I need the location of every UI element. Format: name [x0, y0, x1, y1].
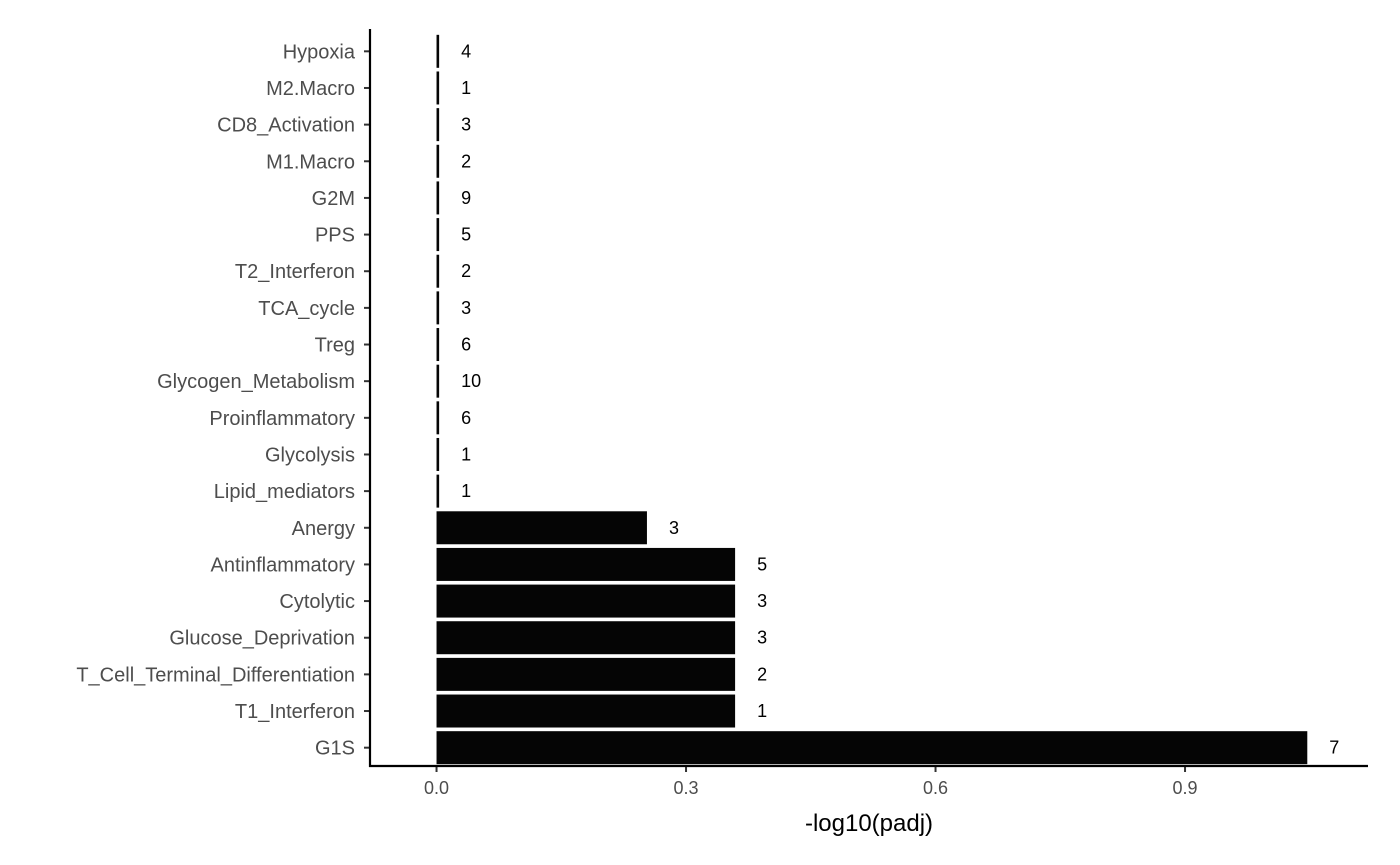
data-label: 1	[461, 444, 471, 464]
data-label: 9	[461, 188, 471, 208]
x-tick-label: 0.9	[1173, 778, 1198, 798]
bar	[436, 657, 736, 691]
bar	[436, 364, 440, 398]
category-label: CD8_Activation	[217, 115, 355, 137]
category-labels: Hypoxia M2.Macro CD8_Activation M1.Macro G2M…	[76, 41, 356, 759]
bar	[436, 584, 736, 618]
bar	[436, 34, 440, 68]
data-label: 5	[461, 225, 471, 245]
category-label: Hypoxia	[283, 41, 356, 63]
x-tick-label: 0.0	[424, 778, 449, 798]
data-label: 3	[757, 628, 767, 648]
category-label: T1_Interferon	[235, 701, 355, 723]
category-label: Glucose_Deprivation	[169, 628, 355, 650]
bar	[436, 144, 440, 178]
category-label: T_Cell_Terminal_Differentiation	[76, 664, 355, 686]
category-label: Proinflammatory	[209, 408, 355, 430]
data-label: 3	[461, 115, 471, 135]
bar	[436, 71, 440, 105]
x-tick-label: 0.3	[674, 778, 699, 798]
category-label: PPS	[315, 225, 355, 247]
bar	[436, 108, 440, 142]
category-label: M1.Macro	[266, 151, 355, 173]
bar	[436, 511, 647, 545]
bar	[436, 621, 736, 655]
category-label: G2M	[312, 188, 355, 210]
data-label: 2	[461, 261, 471, 281]
category-label: Cytolytic	[279, 591, 355, 613]
data-label: 4	[461, 41, 471, 61]
category-label: Glycogen_Metabolism	[157, 371, 355, 393]
data-label: 5	[757, 554, 767, 574]
bar	[436, 401, 440, 435]
bar	[436, 254, 440, 288]
category-label: Lipid_mediators	[214, 481, 355, 503]
bar	[436, 474, 440, 508]
bar	[436, 731, 1308, 765]
data-labels: 4 1 3 2 9 5 2 3 6 10 6 1 1 3 5 3 3 2 1 7	[461, 41, 1339, 757]
x-axis-ticks: 0.0 0.3 0.6 0.9	[424, 766, 1198, 798]
x-axis-title: -log10(padj)	[805, 810, 933, 837]
data-label: 6	[461, 408, 471, 428]
bar	[436, 218, 440, 252]
category-label: Treg	[315, 335, 355, 357]
bar	[436, 291, 440, 325]
data-label: 6	[461, 335, 471, 355]
category-label: Anergy	[292, 518, 355, 540]
data-label: 10	[461, 371, 481, 391]
bar	[436, 694, 736, 728]
bar	[436, 181, 440, 215]
category-label: G1S	[315, 738, 355, 760]
category-label: TCA_cycle	[258, 298, 355, 320]
category-label: T2_Interferon	[235, 261, 355, 283]
data-label: 3	[461, 298, 471, 318]
data-label: 3	[669, 518, 679, 538]
data-label: 7	[1329, 738, 1339, 758]
data-label: 2	[461, 151, 471, 171]
bar	[436, 547, 736, 581]
category-label: Glycolysis	[265, 444, 355, 466]
category-label: M2.Macro	[266, 78, 355, 100]
data-label: 2	[757, 664, 767, 684]
data-label: 1	[757, 701, 767, 721]
bar	[436, 328, 440, 362]
data-label: 1	[461, 78, 471, 98]
category-label: Antinflammatory	[211, 554, 356, 576]
bars-group	[436, 34, 1308, 765]
bar	[436, 437, 440, 471]
data-label: 1	[461, 481, 471, 501]
x-tick-label: 0.6	[923, 778, 948, 798]
data-label: 3	[757, 591, 767, 611]
